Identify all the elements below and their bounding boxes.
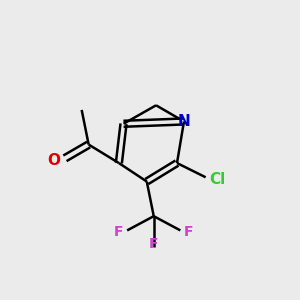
Text: F: F bbox=[184, 225, 194, 239]
Text: Cl: Cl bbox=[210, 172, 226, 187]
Text: N: N bbox=[178, 114, 190, 129]
Text: O: O bbox=[48, 153, 61, 168]
Text: F: F bbox=[114, 225, 124, 239]
Text: F: F bbox=[149, 237, 158, 251]
